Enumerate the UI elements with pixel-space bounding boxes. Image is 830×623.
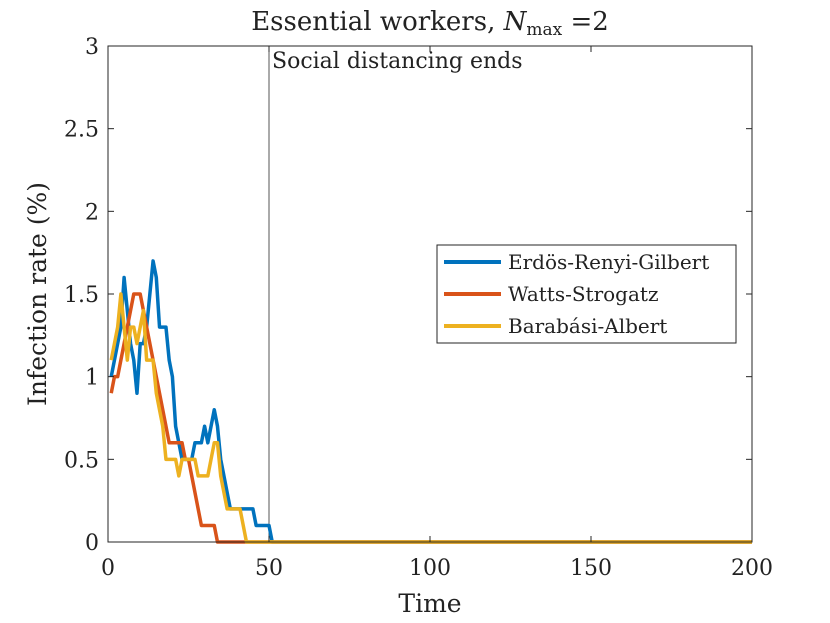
legend-label-watts-strogatz: Watts-Strogatz [508, 282, 658, 306]
x-tick-label: 150 [570, 556, 612, 581]
plot-marks: Social distancing ends [109, 46, 752, 544]
series-line-watts-strogatz [109, 292, 752, 544]
y-tick-label: 3 [85, 35, 99, 60]
x-axis-label: Time [398, 589, 461, 618]
legend: Erdös-Renyi-Gilbert Watts-Strogatz Barab… [436, 244, 737, 344]
y-tick-label: 2.5 [64, 118, 99, 143]
x-tick-label: 100 [409, 556, 451, 581]
y-tick-label: 2 [85, 200, 99, 225]
chart-title: Essential workers, Nmax =2 [251, 7, 609, 40]
axis-ticks: 0 50 100 150 200 0 0.5 1 1.5 2 2.5 3 [64, 35, 773, 581]
y-tick-label: 0.5 [64, 448, 99, 473]
series-line-barabasi-albert [109, 292, 752, 544]
legend-label-barabasi-albert: Barabási-Albert [508, 314, 667, 338]
y-tick-label: 1 [85, 366, 99, 391]
y-tick-label: 0 [85, 531, 99, 556]
x-tick-label: 50 [255, 556, 283, 581]
x-tick-label: 200 [731, 556, 773, 581]
x-tick-label: 0 [101, 556, 115, 581]
y-axis-label: Infection rate (%) [23, 182, 52, 406]
y-tick-label: 1.5 [64, 283, 99, 308]
annotation-label: Social distancing ends [272, 49, 523, 74]
legend-label-erdos-renyi-gilbert: Erdös-Renyi-Gilbert [508, 250, 709, 274]
